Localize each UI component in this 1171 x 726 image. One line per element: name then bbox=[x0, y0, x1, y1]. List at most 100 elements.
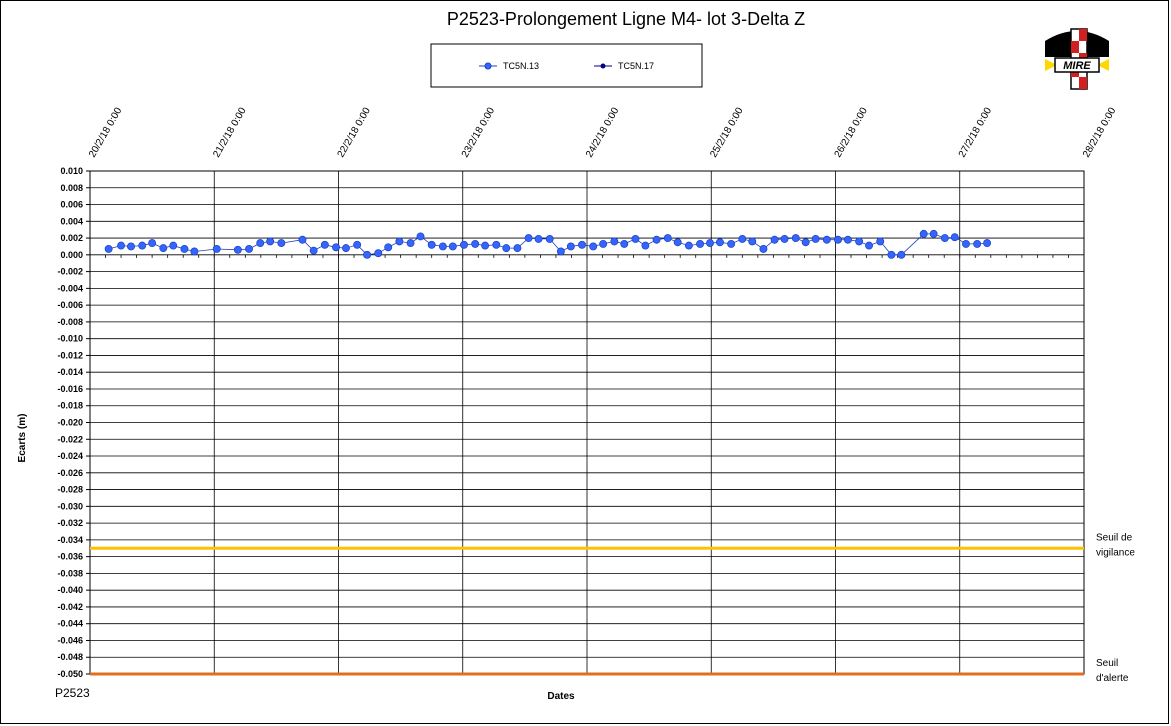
legend-series-2-label: TC5N.17 bbox=[618, 61, 654, 71]
y-tick-label: -0.004 bbox=[57, 283, 83, 293]
data-point bbox=[233, 245, 242, 254]
data-point bbox=[876, 237, 885, 246]
data-point bbox=[865, 241, 873, 250]
y-tick-label: -0.006 bbox=[57, 300, 83, 310]
data-point bbox=[363, 250, 372, 259]
data-point bbox=[180, 245, 189, 253]
y-tick-label: -0.028 bbox=[57, 485, 83, 495]
data-point bbox=[791, 234, 800, 243]
data-point bbox=[513, 244, 522, 253]
data-point bbox=[438, 242, 447, 251]
y-tick-label: -0.010 bbox=[57, 334, 83, 344]
data-point bbox=[534, 234, 543, 243]
x-tick-label: 20/2/18 0:00 bbox=[87, 105, 125, 159]
y-tick-label: -0.016 bbox=[57, 384, 83, 394]
data-point bbox=[127, 242, 135, 251]
y-tick-label: 0.004 bbox=[60, 216, 83, 226]
y-tick-label: 0.006 bbox=[60, 200, 83, 210]
chart-title: P2523-Prolongement Ligne M4- lot 3-Delta… bbox=[447, 9, 805, 29]
series-layer bbox=[104, 229, 992, 259]
y-tick-label: -0.044 bbox=[57, 619, 83, 629]
data-point bbox=[887, 250, 896, 259]
y-tick-label: -0.036 bbox=[57, 552, 83, 562]
data-point bbox=[384, 243, 393, 252]
threshold-label: d'alerte bbox=[1096, 673, 1129, 684]
data-point bbox=[406, 239, 415, 248]
data-point bbox=[770, 235, 779, 244]
y-tick-label: 0.010 bbox=[60, 166, 83, 176]
data-point bbox=[416, 232, 425, 241]
data-point bbox=[545, 234, 554, 243]
data-point bbox=[471, 239, 480, 248]
data-point bbox=[663, 234, 672, 243]
y-tick-label: -0.034 bbox=[57, 535, 83, 545]
data-point bbox=[277, 239, 286, 248]
data-point bbox=[983, 239, 992, 248]
data-point bbox=[395, 237, 404, 246]
data-point bbox=[138, 241, 147, 250]
x-axis-label: Dates bbox=[547, 691, 575, 702]
data-point bbox=[190, 247, 199, 256]
y-tick-label: -0.008 bbox=[57, 317, 83, 327]
data-point bbox=[104, 245, 113, 253]
y-tick-label: -0.020 bbox=[57, 418, 83, 428]
y-tick-label: -0.032 bbox=[57, 518, 83, 528]
y-tick-labels: 0.010 0.008 0.006 0.004 0.002 0.000 -0.002 -0.0… bbox=[57, 166, 83, 679]
data-point bbox=[460, 240, 468, 249]
y-tick-label: -0.014 bbox=[57, 367, 83, 377]
y-tick-label: 0.008 bbox=[60, 183, 83, 193]
data-point bbox=[759, 245, 768, 253]
y-tick-label: -0.048 bbox=[57, 652, 83, 662]
y-tick-label: -0.026 bbox=[57, 468, 83, 478]
data-point bbox=[652, 235, 661, 244]
y-tick-label: -0.018 bbox=[57, 401, 83, 411]
y-tick-label: -0.012 bbox=[57, 350, 83, 360]
data-point bbox=[706, 239, 714, 248]
y-tick-label: -0.046 bbox=[57, 635, 83, 645]
y-tick-label: -0.042 bbox=[57, 602, 83, 612]
x-tick-label: 24/2/18 0:00 bbox=[584, 105, 622, 159]
data-point bbox=[245, 245, 253, 253]
y-tick-label: -0.050 bbox=[57, 669, 83, 679]
x-tick-label: 22/2/18 0:00 bbox=[336, 105, 374, 159]
data-point bbox=[556, 247, 565, 256]
threshold-label: vigilance bbox=[1096, 547, 1135, 558]
data-point bbox=[727, 239, 736, 248]
data-point bbox=[641, 241, 650, 250]
y-tick-label: -0.002 bbox=[57, 267, 83, 277]
x-tick-label: 25/2/18 0:00 bbox=[708, 105, 746, 159]
data-point bbox=[780, 234, 789, 243]
x-tick-label: 28/2/18 0:00 bbox=[1081, 105, 1119, 159]
mire-logo-icon: MIRE bbox=[1043, 27, 1111, 91]
data-point bbox=[738, 234, 747, 243]
data-point bbox=[973, 239, 982, 248]
data-point bbox=[266, 237, 275, 246]
data-point bbox=[929, 229, 938, 238]
data-point bbox=[159, 244, 168, 253]
data-point bbox=[822, 235, 831, 244]
data-point bbox=[834, 235, 842, 244]
data-point bbox=[524, 234, 533, 243]
data-point bbox=[148, 239, 157, 248]
legend-series-1-label: TC5N.13 bbox=[503, 61, 539, 71]
x-tick-label: 23/2/18 0:00 bbox=[460, 105, 498, 159]
data-point bbox=[715, 238, 724, 247]
data-point bbox=[620, 239, 629, 248]
threshold-label: Seuil bbox=[1096, 658, 1118, 669]
data-point bbox=[309, 246, 318, 255]
data-point bbox=[448, 242, 457, 251]
y-tick-label: 0.000 bbox=[60, 250, 83, 260]
y-tick-label: -0.040 bbox=[57, 585, 83, 595]
data-point bbox=[332, 243, 340, 252]
data-point bbox=[212, 245, 221, 253]
y-axis-label: Ecarts (m) bbox=[17, 414, 28, 463]
x-tick-label: 21/2/18 0:00 bbox=[211, 105, 249, 159]
data-point bbox=[843, 235, 852, 244]
data-point bbox=[320, 240, 329, 249]
legend-series-2-marker bbox=[600, 63, 606, 69]
data-point bbox=[897, 250, 906, 259]
data-point bbox=[610, 237, 619, 246]
data-point bbox=[696, 239, 705, 248]
data-point bbox=[631, 234, 640, 243]
